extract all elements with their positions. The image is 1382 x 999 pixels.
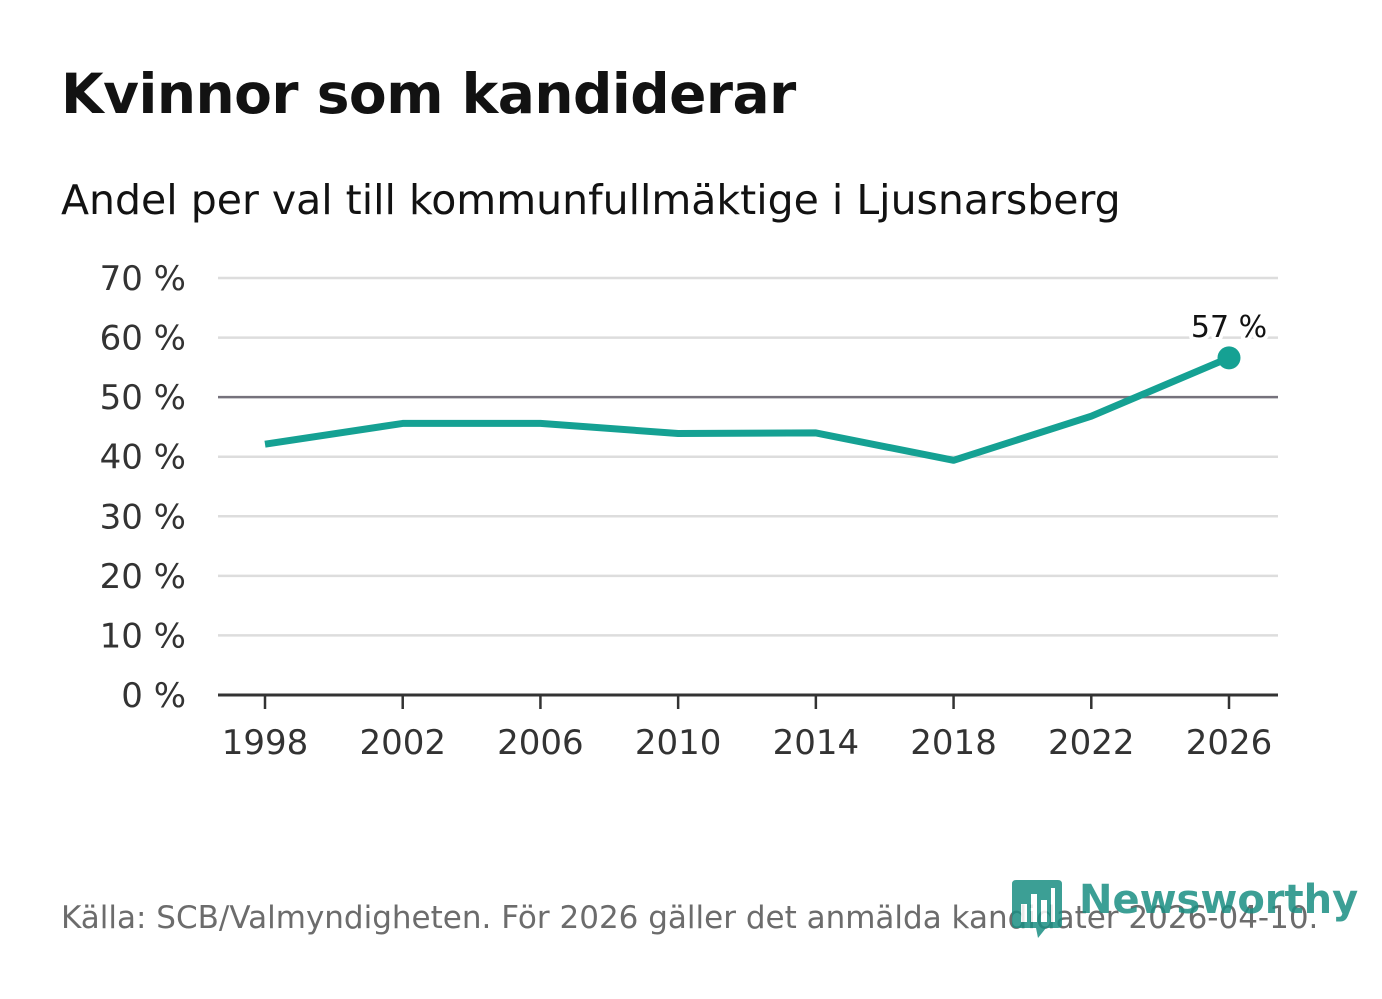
line-chart: 0 % 10 % 20 % 30 % 40 % 50 % 60 % 70 % 1998 2002…: [100, 259, 1278, 763]
x-axis: [218, 693, 1278, 709]
logo-text: Newsworthy: [1079, 877, 1359, 923]
y-tick-label: 10 %: [100, 616, 186, 656]
y-tick-label: 20 %: [100, 557, 186, 597]
source-note: Källa: SCB/Valmyndigheten. För 2026 gäll…: [61, 900, 1319, 936]
gridlines: [218, 276, 1278, 637]
series-line-andel-kvinnor: [264, 354, 1231, 464]
y-tick-label: 60 %: [100, 319, 186, 359]
y-tick-label: 0 %: [121, 676, 186, 716]
series: 57 %: [264, 306, 1271, 464]
newsworthy-logo[interactable]: Newsworthy: [1012, 877, 1358, 943]
bar-chart-logo-icon: [1012, 880, 1062, 938]
y-tick-label: 50 %: [100, 378, 186, 418]
data-label-2026: 57 %: [1191, 310, 1267, 345]
y-tick-label: 30 %: [100, 497, 186, 537]
x-tick-label: 2006: [497, 723, 584, 763]
x-tick-label: 2022: [1048, 723, 1135, 763]
y-tick-label: 70 %: [100, 259, 186, 299]
x-tick-label: 2014: [773, 723, 860, 763]
chart-title: Kvinnor som kandiderar: [61, 62, 796, 126]
x-tick-label: 2026: [1186, 723, 1273, 763]
x-tick-label: 2002: [359, 723, 446, 763]
y-axis-labels: 0 % 10 % 20 % 30 % 40 % 50 % 60 % 70 %: [100, 259, 186, 716]
y-tick-label: 40 %: [100, 438, 186, 478]
x-tick-label: 1998: [222, 723, 309, 763]
x-tick-label: 2010: [635, 723, 722, 763]
x-tick-label: 2018: [910, 723, 997, 763]
chart-subtitle: Andel per val till kommunfullmäktige i L…: [61, 176, 1121, 224]
x-axis-labels: 1998 2002 2006 2010 2014 2018 2022 2026: [222, 723, 1273, 763]
data-point-2026: [1217, 346, 1241, 370]
